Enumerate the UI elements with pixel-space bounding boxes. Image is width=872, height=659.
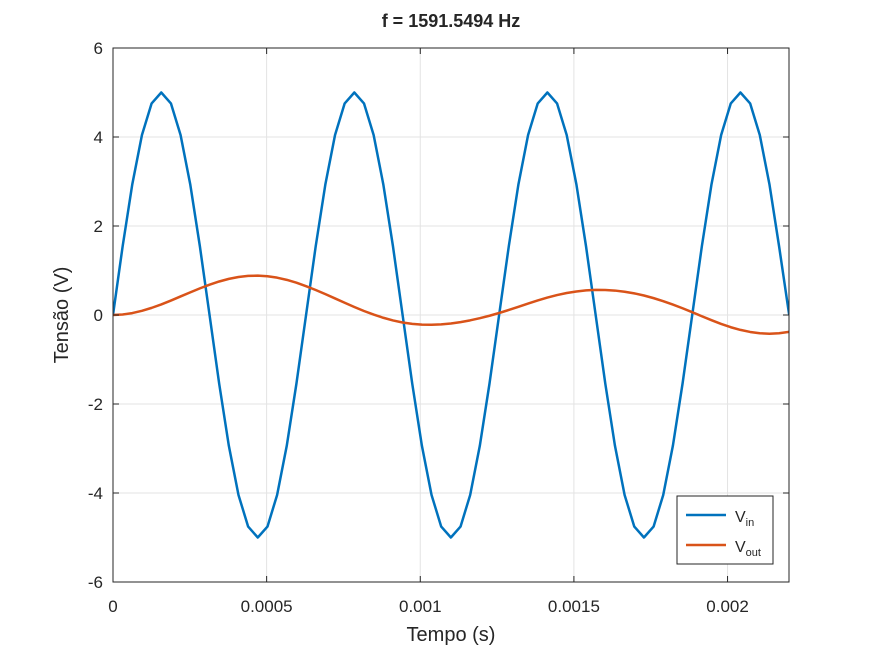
y-axis-label: Tensão (V) <box>51 267 73 364</box>
y-tick-label: -6 <box>88 573 103 592</box>
y-tick-label: -4 <box>88 484 103 503</box>
legend-label-vout: Vout <box>735 539 761 559</box>
series-line-vout <box>113 274 789 335</box>
x-axis-label: Tempo (s) <box>407 624 496 646</box>
x-tick-label: 0 <box>108 597 117 616</box>
series-group <box>113 91 789 539</box>
y-tick-label: 6 <box>94 39 103 58</box>
chart-title: f = 1591.5494 Hz <box>382 11 521 31</box>
legend: Vin Vout <box>676 495 774 565</box>
series-line-vin <box>113 91 789 539</box>
plot-area: 0 0.0005 0.001 0.0015 0.002 -6 -4 -2 0 2 4 6 <box>88 39 790 616</box>
legend-label-vin: Vin <box>735 509 754 529</box>
x-tick-label: 0.002 <box>706 597 749 616</box>
legend-box <box>676 495 774 565</box>
y-tick-label: -2 <box>88 395 103 414</box>
ticks <box>112 47 789 583</box>
y-tick-label: 0 <box>94 306 103 325</box>
y-tick-label: 4 <box>94 128 103 147</box>
x-tick-label: 0.0015 <box>548 597 600 616</box>
y-tick-label: 2 <box>94 217 103 236</box>
tick-labels: 0 0.0005 0.001 0.0015 0.002 -6 -4 -2 0 2 4 6 <box>88 39 749 616</box>
x-tick-label: 0.001 <box>399 597 442 616</box>
x-tick-label: 0.0005 <box>241 597 293 616</box>
